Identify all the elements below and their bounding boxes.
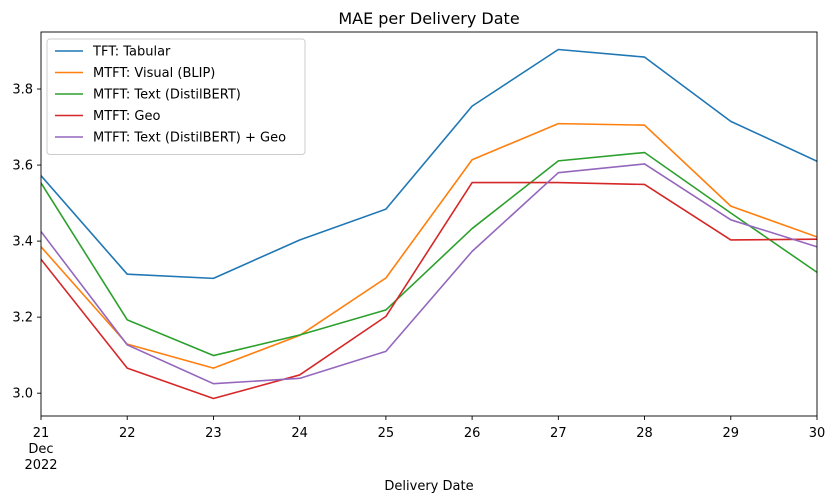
legend-label-2: MTFT: Visual (BLIP) xyxy=(93,66,215,81)
legend-label-5: MTFT: Text (DistilBERT) + Geo xyxy=(93,131,286,146)
x-tick-sublabel: Dec xyxy=(28,442,53,457)
y-tick-label: 3.4 xyxy=(12,235,33,250)
y-tick-label: 3.6 xyxy=(12,159,33,174)
legend-label-3: MTFT: Text (DistilBERT) xyxy=(93,88,241,103)
legend-label-4: MTFT: Geo xyxy=(93,109,161,124)
series-line-1 xyxy=(41,48,817,280)
x-tick-label: 26 xyxy=(464,426,481,441)
axes-layer: 3.0 3.2 3.4 3.6 3.8 21 22 23 24 25 26 27 28 29 30 Dec20… xyxy=(12,31,826,473)
legend: TFT: Tabular MTFT: Visual (BLIP) MTFT: Tex… xyxy=(46,38,306,155)
legend-label-1: TFT: Tabular xyxy=(92,45,171,60)
chart-title: MAE per Delivery Date xyxy=(338,9,519,28)
x-tick-label: 23 xyxy=(205,426,222,441)
x-tick-label: 24 xyxy=(291,426,308,441)
series-layer xyxy=(41,48,817,400)
x-axis-label: Delivery Date xyxy=(384,479,473,494)
series-line-5 xyxy=(41,163,817,385)
x-tick-label: 22 xyxy=(119,426,136,441)
x-tick-label: 21 xyxy=(33,426,50,441)
x-tick-label: 29 xyxy=(723,426,740,441)
x-tick-sublabel: 2022 xyxy=(24,458,57,473)
x-tick-label: 28 xyxy=(636,426,653,441)
y-tick-label: 3.0 xyxy=(12,387,33,402)
series-line-4 xyxy=(41,181,817,400)
series-line-2 xyxy=(41,122,817,369)
x-tick-label: 30 xyxy=(809,426,826,441)
y-tick-label: 3.2 xyxy=(12,311,33,326)
legend-box xyxy=(46,38,306,155)
y-tick-label: 3.8 xyxy=(12,83,33,98)
series-line-3 xyxy=(41,151,817,357)
x-tick-label: 25 xyxy=(378,426,395,441)
x-tick-label: 27 xyxy=(550,426,567,441)
axes-frame xyxy=(40,31,818,417)
